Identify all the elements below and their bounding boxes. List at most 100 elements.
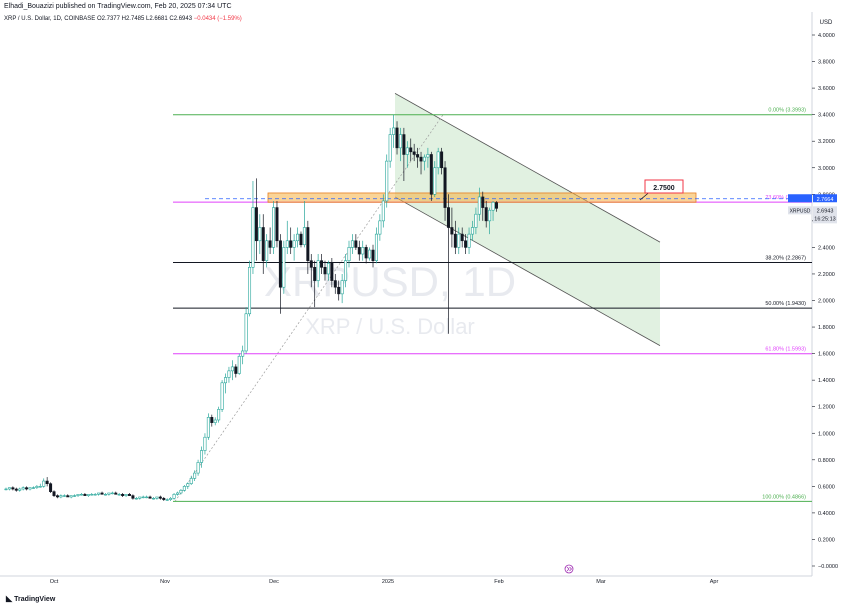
candle-body bbox=[282, 247, 286, 288]
candle-body bbox=[176, 492, 180, 495]
candle-body bbox=[193, 472, 197, 479]
candle-body bbox=[210, 417, 214, 423]
candle-body bbox=[320, 260, 324, 268]
candle-body bbox=[467, 233, 471, 248]
candle-body bbox=[361, 247, 365, 255]
candle-body bbox=[316, 260, 320, 281]
candle-body bbox=[234, 366, 238, 374]
scroll-icon-arrows bbox=[566, 566, 572, 572]
fib-level-label: 38.20% (2.2867) bbox=[765, 255, 806, 261]
dashed-level-axis-label: 2.7664 bbox=[817, 197, 834, 203]
watermark-ticker: XRPUSD, 1D bbox=[264, 258, 516, 305]
candle-body bbox=[405, 147, 409, 155]
candle-body bbox=[302, 227, 306, 246]
y-tick-label: 3.4000 bbox=[818, 113, 835, 119]
candle-body bbox=[477, 196, 481, 215]
callout-box[interactable] bbox=[644, 179, 684, 194]
candle-body bbox=[333, 280, 337, 288]
candle-body bbox=[340, 280, 344, 295]
candle-body bbox=[381, 200, 385, 222]
candle-body bbox=[28, 487, 32, 490]
candle-body bbox=[186, 483, 190, 487]
candle-body bbox=[357, 247, 361, 255]
candle-body bbox=[25, 487, 29, 490]
candle-body bbox=[484, 207, 488, 222]
candle-body bbox=[83, 494, 87, 496]
y-tick-label: 1.2000 bbox=[818, 405, 835, 411]
candle-body bbox=[395, 127, 399, 149]
tradingview-logo[interactable]: ◣ TradingView bbox=[6, 594, 55, 603]
candle-body bbox=[457, 233, 461, 248]
candle-body bbox=[107, 492, 111, 495]
candle-body bbox=[364, 247, 368, 259]
descending-channel-fill bbox=[395, 93, 660, 346]
y-tick-label: 3.2000 bbox=[818, 139, 835, 145]
candle-body bbox=[354, 240, 358, 248]
candle-body bbox=[90, 494, 94, 496]
channel-upper-line[interactable] bbox=[394, 93, 661, 243]
symbol-description[interactable]: XRP / U.S. Dollar, 1D, COINBASE bbox=[4, 16, 96, 22]
candle-body bbox=[313, 267, 317, 281]
candle-body bbox=[470, 227, 474, 235]
y-tick-label: 1.6000 bbox=[818, 352, 835, 358]
time-axis[interactable]: Oct Nov Dec 2025 Feb Mar Apr bbox=[50, 579, 719, 585]
candle-body bbox=[97, 492, 101, 495]
candle-body bbox=[7, 487, 11, 490]
candle-body bbox=[172, 494, 176, 499]
candle-body bbox=[31, 487, 35, 489]
candle-body bbox=[299, 233, 303, 246]
candle-body bbox=[196, 462, 200, 474]
y-tick-label: 0.8000 bbox=[818, 458, 835, 464]
candle-body bbox=[93, 494, 97, 496]
scroll-to-latest-icon[interactable] bbox=[564, 564, 574, 574]
candle-body bbox=[117, 494, 121, 496]
candle-body bbox=[45, 480, 49, 484]
ohlc-close: C2.6943 bbox=[169, 16, 193, 22]
candle-body bbox=[429, 154, 433, 195]
candle-body bbox=[494, 202, 498, 209]
y-tick-label: 2.0000 bbox=[818, 299, 835, 305]
candle-body bbox=[268, 240, 272, 248]
ohlc-change: −0.0434 (−1.59%) bbox=[193, 16, 242, 22]
candle-body bbox=[330, 263, 334, 281]
candle-body bbox=[189, 478, 193, 484]
candle-body bbox=[409, 147, 413, 153]
candle-body bbox=[278, 240, 282, 288]
symbol-tag-bg bbox=[788, 206, 812, 215]
watermark-name: XRP / U.S. Dollar bbox=[305, 314, 475, 339]
price-axis[interactable]: USD 4.0000 3.8000 3.6000 3.4000 3.2000 3.0000 2… bbox=[788, 20, 838, 570]
candle-body bbox=[422, 156, 426, 162]
candle-body bbox=[86, 494, 90, 496]
candle-body bbox=[62, 495, 66, 497]
y-tick-label: 3.6000 bbox=[818, 86, 835, 92]
candle-body bbox=[392, 127, 396, 135]
candle-body bbox=[289, 240, 293, 248]
candle-body bbox=[230, 366, 234, 372]
candle-body bbox=[241, 350, 245, 357]
callout-label: 2.7500 bbox=[653, 185, 675, 192]
candle-body bbox=[433, 167, 437, 195]
candle-body bbox=[227, 370, 231, 378]
axis-unit: USD bbox=[820, 20, 833, 26]
candle-body bbox=[55, 495, 59, 498]
channel-lower-line[interactable] bbox=[394, 196, 661, 346]
brand-name: TradingView bbox=[14, 596, 56, 603]
candle-body bbox=[251, 207, 255, 268]
countdown-label: 16:25:13 bbox=[814, 216, 835, 222]
candle-body bbox=[296, 233, 300, 242]
fib-level-label: 50.00% (1.9430) bbox=[765, 301, 806, 307]
candle-body bbox=[141, 496, 145, 499]
candle-body bbox=[412, 151, 416, 155]
candle-body bbox=[151, 497, 155, 500]
candle-body bbox=[323, 267, 327, 275]
candle-body bbox=[21, 487, 25, 490]
candle-body bbox=[66, 495, 70, 498]
candle-body bbox=[4, 488, 8, 491]
y-tick-label: 1.0000 bbox=[818, 431, 835, 437]
candle-body bbox=[344, 260, 348, 281]
candle-body bbox=[491, 201, 495, 211]
y-tick-label: 3.0000 bbox=[818, 166, 835, 172]
fib-trend-line[interactable] bbox=[174, 114, 444, 502]
candle-body bbox=[73, 495, 77, 497]
